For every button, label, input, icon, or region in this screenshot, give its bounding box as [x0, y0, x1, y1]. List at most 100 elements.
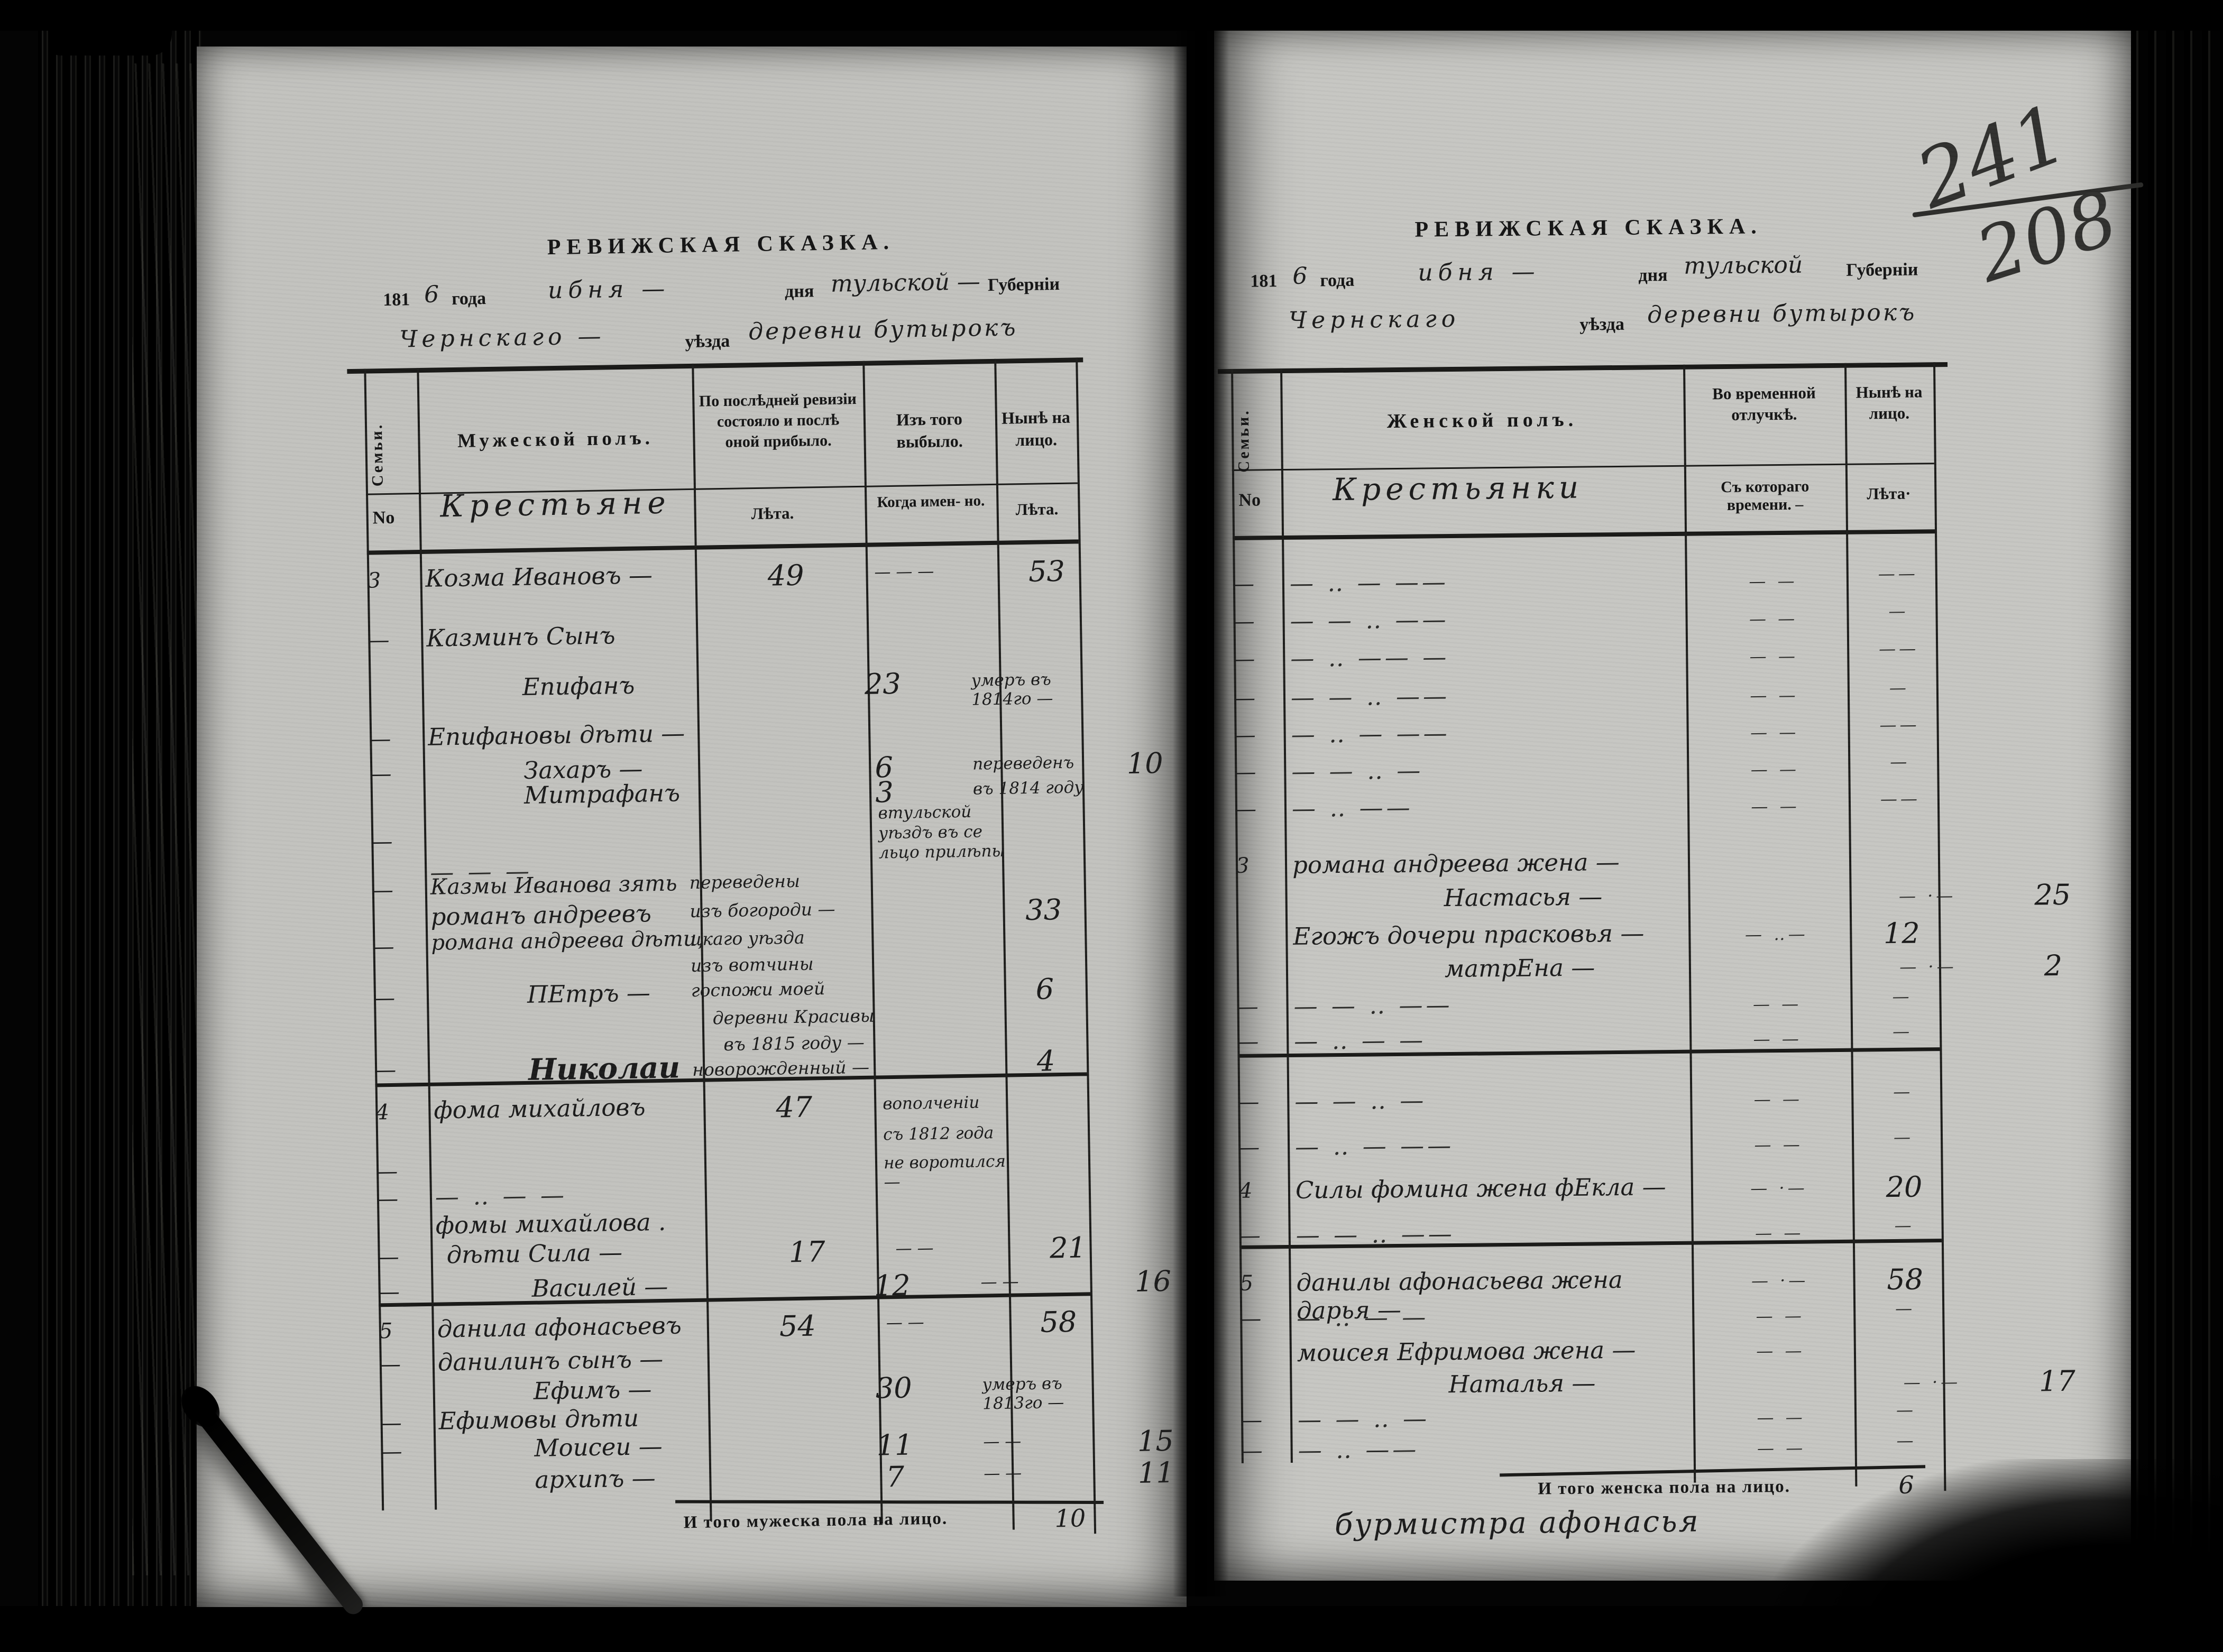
dash-line: — — — [1750, 759, 1800, 780]
dash-line: — — ‥ — — [1294, 1086, 1427, 1115]
departure-note: вополченіи — [882, 1093, 980, 1114]
dash-line: — — — [1756, 1305, 1805, 1326]
transfer-note: госпожи моей — [691, 978, 825, 1001]
dash-line: — ‥ — —— — [1291, 719, 1450, 749]
year-hand: 6 — [1292, 262, 1308, 290]
margin-dash — [371, 845, 424, 850]
departure-note: — — — [984, 1463, 1022, 1483]
age-now: 53 — [1028, 554, 1065, 588]
year-suffix: года — [1320, 270, 1355, 291]
dash-line: — ‥ — —— — [1294, 1131, 1455, 1161]
table-row: — — ‥ — —— — — — — [1238, 1127, 1941, 1161]
age-last-revision: 23 — [864, 667, 902, 701]
family-number: 4 — [1238, 1178, 1253, 1203]
margin-dash — [369, 675, 421, 679]
book-edge-right — [2130, 0, 2223, 1652]
departure-note: переведенъ — [972, 753, 1074, 774]
age-now: 6 — [1035, 972, 1054, 1006]
age-last-revision — [710, 1148, 880, 1151]
margin-dash — [371, 806, 424, 810]
margin-dash: — — [1234, 723, 1256, 747]
uezd-label: уѣзда — [1579, 314, 1625, 335]
dash-line: — ·— — [1903, 1371, 1961, 1392]
margin-dash: — — [1234, 686, 1256, 710]
dash-line: —— — [1880, 788, 1921, 809]
month-hand: ибня — — [1418, 258, 1540, 287]
table-row: Епифанъ 23 умеръ въ 1814го — — [369, 664, 1081, 718]
uezd-label: уѣзда — [685, 331, 730, 352]
name-entry: Ефимовы дѣти — [438, 1404, 639, 1435]
name-entry: Козма Ивановъ — — [425, 561, 653, 593]
dash-line: — ‥ —— — [1291, 793, 1413, 823]
day-label: дня — [1638, 265, 1668, 285]
name-entry: романа андреева дѣти — [431, 926, 697, 955]
transfer-note: переведены — [689, 870, 801, 893]
dash-line: — — — [1750, 722, 1799, 743]
dash-line: — ‥ —— — — [1290, 643, 1450, 672]
dash-line: — — — [1749, 608, 1798, 629]
dash-line: — — [1896, 1430, 1917, 1451]
table-row: — — ‥ — —— — — —— — [1233, 563, 1935, 598]
dash-line: — ‥ — — — [435, 1180, 568, 1211]
scan-margin-top — [0, 0, 2223, 31]
age-now: 4 — [1036, 1044, 1055, 1078]
col-family: Семьи. — [368, 422, 387, 487]
margin-dash: — — [1237, 1029, 1259, 1054]
dash-line: — — — [1754, 1134, 1803, 1155]
departure-note: — — — [895, 1238, 934, 1259]
margin-dash — [1236, 922, 1285, 925]
dash-line: — ·— — [1750, 1177, 1808, 1198]
province-hand: тульской — [1683, 251, 1803, 280]
dash-line: — — ‥ — — [1291, 756, 1424, 786]
name-entry: Моисеи — — [534, 1432, 663, 1462]
book-edge-left-texture — [132, 63, 206, 1575]
col-temporary-absence: Во временной отлучкѣ. — [1712, 383, 1816, 424]
departure-note: умеръ въ 1814го — — [971, 670, 1053, 709]
dash-line: — — — [1757, 1407, 1806, 1428]
dash-line: — — [1893, 1081, 1914, 1102]
name-entry: Казминъ Сынъ — [426, 621, 616, 652]
dash-line: — — [1892, 1021, 1913, 1042]
margin-dash — [1241, 1339, 1290, 1342]
transfer-note: деревни Красивы — [712, 1005, 875, 1029]
village-hand: деревни бутырокъ — [748, 314, 1018, 346]
village-hand: деревни бутырокъ — [1647, 299, 1917, 329]
transfer-note: цкаго уѣзда — [690, 927, 805, 950]
sub-no: No — [1238, 490, 1261, 510]
dash-line: — — — [1756, 1340, 1805, 1361]
table-row: — — — ‥ —— — — — — [1234, 677, 1936, 712]
rule-under-subheader — [366, 539, 1079, 555]
page-title: РЕВИЖСКАЯ СКАЗКА. — [1414, 214, 1763, 242]
rule-header — [347, 357, 1083, 374]
sub-when-exactly: Когда имен- но. — [877, 492, 985, 511]
family-number: 3 — [1235, 853, 1250, 878]
sub-years-now: Лѣта. — [1015, 500, 1059, 519]
margin-dash: — — [1239, 1223, 1261, 1248]
page-title: РЕВИЖСКАЯ СКАЗКА. — [547, 229, 895, 260]
departure-note: — — — [983, 1432, 1022, 1452]
margin-dash: — — [368, 627, 390, 653]
margin-dash: — — [1238, 1135, 1260, 1160]
left-page-content: РЕВИЖСКАЯ СКАЗКА. 181 6 года ибня — дня … — [185, 39, 1199, 1614]
sub-peasants: Крестьяне — [439, 484, 672, 524]
province-label: Губерніи — [1846, 260, 1918, 280]
family-number: 5 — [379, 1319, 393, 1344]
margin-dash — [1236, 885, 1285, 888]
name-entry: Настасья — — [1444, 882, 1603, 912]
name-entry: Ефимъ — — [533, 1375, 652, 1405]
departure-note: въ 1814 году — [972, 778, 1084, 799]
departure-note: — — — — [874, 561, 934, 582]
table-row: Егожъ дочери прасковья — — ‥— 12 — [1236, 916, 1939, 956]
year-printed: 181 — [382, 290, 410, 310]
margin-dash — [376, 1127, 429, 1131]
margin-dash: — — [376, 1159, 398, 1184]
departure-note: — — — [980, 1272, 1019, 1292]
table-row: — Николаи новорожденный —4 — [375, 1044, 1087, 1090]
table-row: — Казминъ Сынъ — [368, 614, 1080, 653]
dash-line: — ‥ —— — [1298, 1435, 1420, 1464]
table-row: Настасья — — ·— 25 — [1236, 878, 2071, 919]
sub-peasant-women: Крестьянки — [1332, 469, 1584, 508]
dash-line: — — ‥ —— — [1290, 605, 1449, 635]
sub-since-when: Съ котораго времени. – — [1721, 477, 1809, 514]
col-departed: Изъ того выбыло. — [896, 409, 963, 451]
